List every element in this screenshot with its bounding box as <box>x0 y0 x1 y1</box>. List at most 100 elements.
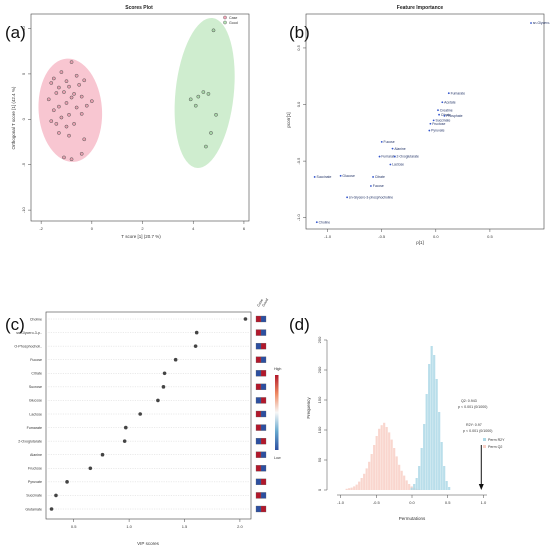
permutation-legend: Perm R2Y Perm Q2 <box>483 438 505 449</box>
feature-point <box>437 109 439 112</box>
vip-x-axis-label: VIP scores <box>137 541 159 546</box>
feature-y-axis-label: pcorr[1] <box>286 112 291 127</box>
scores-x-tick-label: 0 <box>91 226 94 231</box>
q2-histogram-bar <box>375 436 378 490</box>
case-point <box>67 84 71 89</box>
panel-label-d: (d) <box>289 315 310 334</box>
panel-label-b: (b) <box>289 23 310 42</box>
feature-point <box>530 22 532 24</box>
vip-category-label: 2-Oxoglutarate <box>18 439 42 443</box>
case-point <box>72 122 76 126</box>
scores-points <box>46 28 218 162</box>
q2-histogram-bar <box>400 470 403 490</box>
feature-point <box>346 196 349 199</box>
feature-point-label: Succinate <box>316 175 331 179</box>
q2-pvalue: p < 0.001 (0/1000) <box>458 405 487 409</box>
feature-point-label: 2-Oxoglutarate <box>397 155 420 159</box>
vip-point <box>88 466 93 471</box>
scores-y-tick-label: -5 <box>21 162 26 166</box>
vip-point <box>49 507 54 511</box>
case-point <box>59 70 64 74</box>
vip-category-label: Choline <box>30 317 42 321</box>
scores-x-axis-label: T score [1] (20.7 %) <box>121 234 161 239</box>
legend-good-label: Good <box>229 21 238 25</box>
heat-cell-good <box>260 329 267 336</box>
scores-x-tick-label: -2 <box>39 226 43 231</box>
r2y-histogram-bar <box>430 346 433 490</box>
q2-histogram-bar <box>345 488 348 490</box>
case-point <box>82 137 87 142</box>
heat-cell-good <box>260 424 267 431</box>
legend-case-label: Case <box>229 16 237 20</box>
feature-y-tick-label: -0.5 <box>296 157 301 165</box>
heat-cell-case <box>255 397 262 404</box>
permutation-x-axis-label: Permutations <box>399 516 426 521</box>
heat-cell-case <box>255 424 262 431</box>
case-point <box>49 119 54 123</box>
legend-r2y-swatch <box>483 438 486 441</box>
panel-label-c: (c) <box>5 315 25 334</box>
feature-point <box>443 114 446 117</box>
feature-point-label: Citrate <box>375 175 385 179</box>
scores-plot-frame <box>30 13 250 222</box>
heat-cell-case <box>255 465 262 472</box>
heat-cell-good <box>260 465 267 472</box>
q2-histogram-bar <box>355 484 358 490</box>
permutation-y-tick-label: 200 <box>317 366 322 373</box>
r2y-histogram-bar <box>428 364 431 490</box>
r2y-histogram-bar <box>440 442 443 490</box>
permutation-y-axis-label: Frequency <box>306 397 311 419</box>
q2-histogram-bar <box>405 480 408 490</box>
scores-y-tick-label: 0 <box>21 117 26 120</box>
permutation-y-tick-label: 50 <box>317 457 322 462</box>
case-point <box>46 97 51 102</box>
scores-y-tick-label: 5 <box>21 72 26 75</box>
vip-point <box>138 412 142 416</box>
observed-value-arrow <box>478 445 484 490</box>
case-point <box>51 76 56 81</box>
heat-cell-case <box>255 383 262 391</box>
q2-histogram-bar <box>403 475 406 490</box>
feature-point <box>389 163 392 166</box>
r2y-histogram-bar <box>438 412 441 490</box>
heat-cell-good <box>260 478 267 486</box>
vip-point <box>161 385 166 389</box>
feature-point-label: Fumarate <box>451 91 466 95</box>
case-point <box>64 101 69 105</box>
heat-cell-good <box>260 492 267 499</box>
permutation-y-tick-label: 0 <box>317 488 322 491</box>
vip-category-label: Sucrose <box>29 385 42 389</box>
feature-point-label: Pyruvate <box>431 129 444 133</box>
heat-cell-case <box>255 505 262 513</box>
heat-cell-case <box>255 370 262 377</box>
permutation-x-tick-label: 0.0 <box>409 500 415 505</box>
permutation-histogram <box>345 346 451 490</box>
case-point <box>69 157 74 162</box>
heat-column-good: Good <box>261 298 269 308</box>
permutation-x-tick-label: 0.5 <box>445 500 451 505</box>
case-point <box>57 131 61 135</box>
good-point <box>209 131 213 135</box>
feature-points: sn-Glycero-3-phosphocholine Fumarate Aceta… <box>313 21 550 224</box>
case-point <box>69 95 74 100</box>
heat-cell-good <box>260 505 267 513</box>
case-point <box>69 60 74 64</box>
q2-histogram-bar <box>380 425 383 490</box>
feature-point-label: Creatine <box>440 108 453 112</box>
r2y-histogram-bar <box>415 478 418 490</box>
feature-point-label: Lactose <box>392 163 404 167</box>
scores-y-tick-label: -10 <box>21 206 26 213</box>
legend-good-marker <box>223 20 227 25</box>
heat-cell-case <box>255 356 262 363</box>
case-point <box>67 112 71 117</box>
case-point <box>62 155 66 160</box>
panel-c-vip-scores: (c) Choline sn-Glycero-3-p.. O-Phosphochol… <box>5 298 281 546</box>
q2-histogram-bar <box>373 445 376 490</box>
vip-x-tick-label: 1.5 <box>182 524 188 529</box>
good-point <box>196 94 201 99</box>
feature-importance-title: Feature Importance <box>397 5 444 11</box>
vip-category-label: Pyruvate <box>28 480 42 484</box>
q2-histogram-bar <box>370 454 373 490</box>
r2y-histogram-bar <box>433 355 436 490</box>
feature-point <box>372 176 374 178</box>
